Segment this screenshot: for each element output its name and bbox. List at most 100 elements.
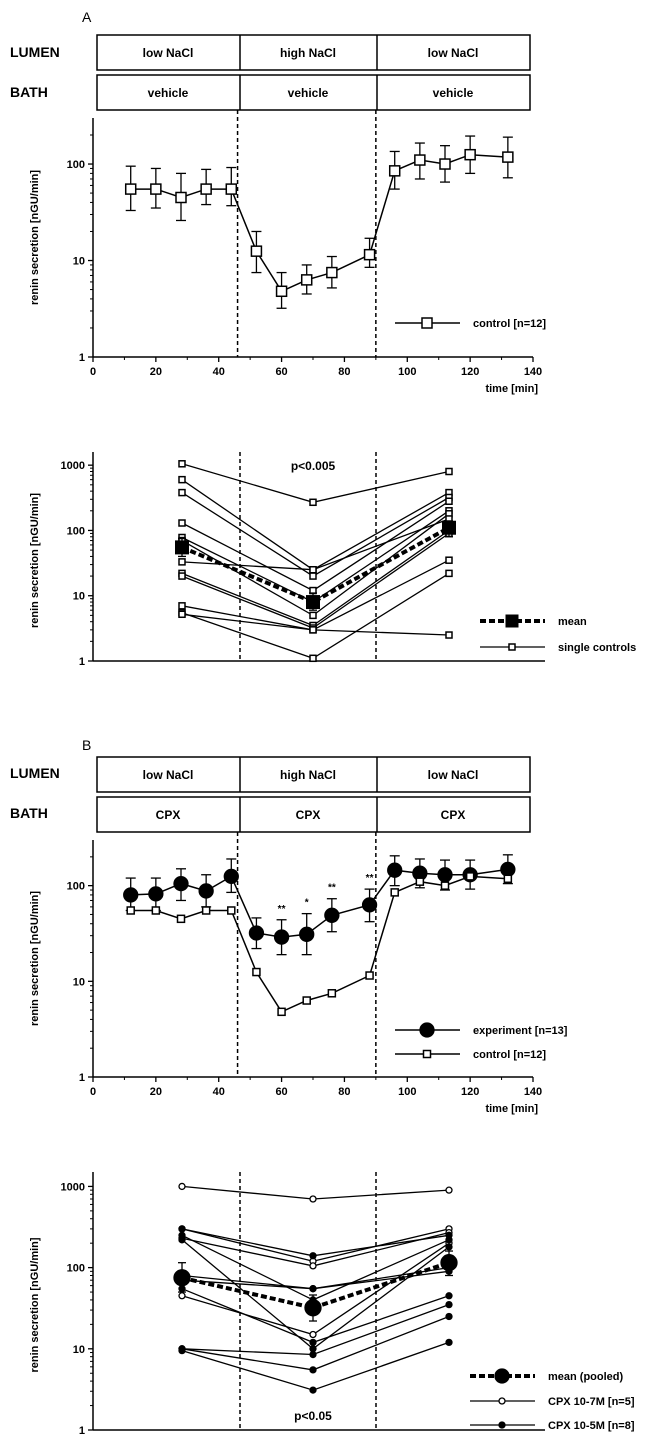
single-control-point <box>445 556 453 564</box>
single-control-point <box>445 631 453 639</box>
cpx-high-dose-point <box>309 1366 317 1374</box>
single-control-point <box>309 565 317 574</box>
data-point <box>324 907 340 923</box>
cpx-high-dose-point <box>445 1243 453 1251</box>
x-tick-label: 0 <box>90 1086 96 1098</box>
data-point <box>173 875 189 892</box>
cpx-high-dose-point <box>445 1236 453 1244</box>
y-axis-label: renin secretion [nGU/min] <box>29 1237 41 1372</box>
single-control-point <box>445 497 453 506</box>
mean-line <box>181 525 450 605</box>
data-point <box>388 165 401 177</box>
legend-label: single controls <box>558 642 636 654</box>
data-point <box>273 929 290 945</box>
panel-A-bath-bar <box>96 74 531 111</box>
data-point <box>361 897 378 913</box>
panel-A-timecourse-chart: 1 10 100 0 20 40 60 80 100 120 140 time [min] renin … <box>29 110 546 395</box>
data-point <box>277 1007 286 1017</box>
cpx-high-dose-point <box>309 1338 317 1347</box>
legend-marker <box>505 614 519 628</box>
panel-A-lumen-label: LUMEN <box>10 44 60 60</box>
data-point <box>151 906 161 915</box>
cpx-high-dose-point <box>309 1386 317 1394</box>
data-point <box>225 183 238 195</box>
data-point <box>415 877 425 886</box>
data-point <box>437 867 453 883</box>
y-tick-label: 100 <box>67 159 85 171</box>
legend-label: experiment [n=13] <box>473 1025 568 1037</box>
panel-A-lumen-cell: low NaCl <box>143 46 194 60</box>
mean-point <box>306 595 320 610</box>
y-tick-label: 10 <box>73 256 85 268</box>
data-point <box>252 967 261 977</box>
cpx-high-dose-point <box>178 1225 186 1233</box>
p-value-annotation: p<0.005 <box>291 459 336 473</box>
single-control-point <box>178 602 186 610</box>
cpx-high-dose-point <box>178 1236 186 1244</box>
panel-B-label: B <box>82 737 91 753</box>
panel-A-label: A <box>82 9 92 25</box>
single-control-point <box>178 572 186 580</box>
significance-marker: ** <box>328 883 336 894</box>
mean-point <box>173 1269 191 1287</box>
single-control-point <box>309 626 317 634</box>
y-axis-label: renin secretion [nGU/min] <box>29 170 41 305</box>
x-tick-label: 120 <box>461 1086 479 1098</box>
x-axis-label: time [min] <box>485 1103 538 1115</box>
cpx-high-dose-point <box>309 1252 317 1260</box>
single-control-point <box>445 467 453 476</box>
cpx-low-dose-point <box>178 1292 186 1300</box>
x-tick-label: 120 <box>461 366 479 378</box>
data-point <box>302 996 311 1005</box>
legend-marker <box>494 1368 510 1384</box>
data-point <box>223 868 239 885</box>
data-point <box>148 886 164 902</box>
y-tick-label: 1 <box>79 352 85 364</box>
data-point <box>387 862 403 878</box>
data-point <box>500 861 516 878</box>
data-point <box>250 245 263 257</box>
panel-A-lumen-cell: low NaCl <box>428 46 479 60</box>
single-control-point <box>309 611 317 620</box>
data-point <box>502 151 514 163</box>
cpx-high-dose-point <box>445 1338 453 1347</box>
legend-label: CPX 10-5M [n=8] <box>548 1420 635 1432</box>
panel-B-lumen-bar <box>96 756 531 793</box>
legend-marker <box>422 1049 432 1059</box>
panel-B-bath-cell: CPX <box>296 808 321 822</box>
single-control-point <box>445 569 453 578</box>
data-point <box>175 191 187 204</box>
x-tick-label: 80 <box>338 366 350 378</box>
data-point <box>439 158 451 170</box>
data-point <box>503 874 513 884</box>
y-axis-label: renin secretion [nGU/min] <box>29 891 41 1026</box>
panel-B-bath-cell: CPX <box>156 808 181 822</box>
mean-line <box>181 1260 450 1310</box>
single-control-point <box>309 498 317 507</box>
data-point <box>176 914 186 924</box>
x-axis-label: time [min] <box>485 383 538 395</box>
single-control-point <box>309 572 317 580</box>
x-tick-label: 60 <box>275 366 287 378</box>
cpx-low-dose-point <box>445 1186 453 1194</box>
data-point <box>275 285 288 298</box>
data-point <box>124 183 137 195</box>
y-tick-label: 100 <box>67 525 85 537</box>
data-point <box>414 154 426 166</box>
x-tick-label: 40 <box>213 366 225 378</box>
data-point <box>227 906 236 915</box>
y-tick-label: 100 <box>67 1263 85 1275</box>
panel-A-bath-cell: vehicle <box>148 86 189 100</box>
panel-B-bath-cell: CPX <box>441 808 466 822</box>
legend-label: mean <box>558 616 587 628</box>
legend-marker <box>498 1397 506 1405</box>
cpx-low-dose-point <box>309 1262 317 1270</box>
significance-marker: * <box>305 898 309 909</box>
legend-marker <box>419 1022 435 1038</box>
x-tick-label: 20 <box>150 1086 162 1098</box>
data-point <box>200 183 212 195</box>
significance-marker: ** <box>278 904 286 915</box>
single-control-point <box>178 558 186 566</box>
x-tick-label: 140 <box>524 1086 542 1098</box>
